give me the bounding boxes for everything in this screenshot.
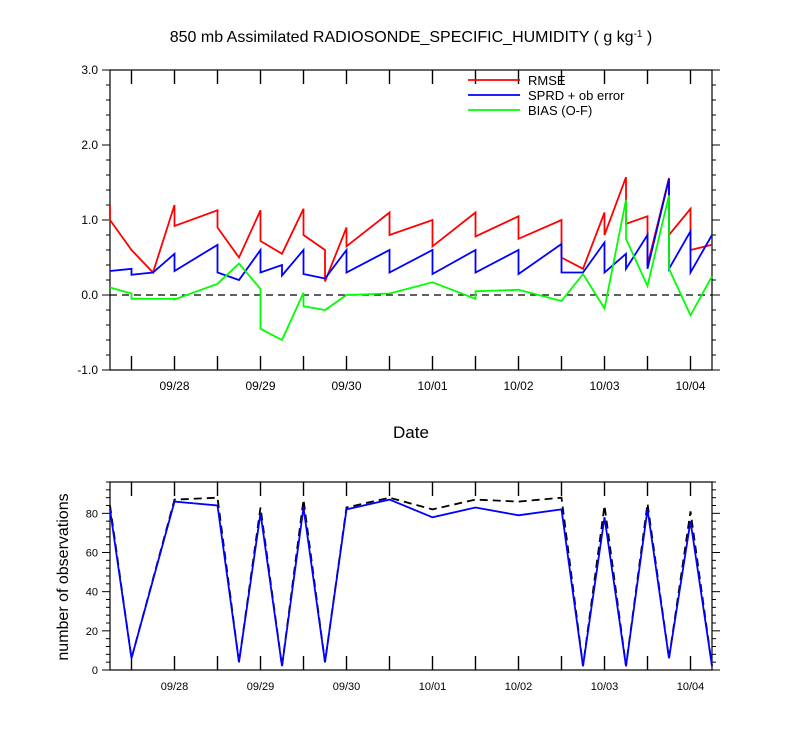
bottom-series-line-assimilated-observations xyxy=(109,498,713,667)
top-y-tick-label: 2.0 xyxy=(81,138,98,152)
bottom-y-tick-label: 20 xyxy=(86,626,98,638)
top-x-tick-label: 10/01 xyxy=(417,379,447,393)
top-x-tick-label: 09/30 xyxy=(331,379,361,393)
chart-title-exponent: -1 xyxy=(634,29,643,40)
top-x-tick-label: 10/03 xyxy=(589,379,619,393)
bottom-x-tick-label: 09/28 xyxy=(161,681,189,693)
legend-label: RMSE xyxy=(528,73,566,88)
bottom-x-tick-label: 10/01 xyxy=(419,681,447,693)
top-x-tick-label: 10/02 xyxy=(503,379,533,393)
bottom-y-tick-label: 40 xyxy=(86,587,98,599)
bottom-y-tick-label: 60 xyxy=(86,548,98,560)
bottom-x-tick-label: 10/04 xyxy=(677,681,705,693)
bottom-y-tick-label: 0 xyxy=(92,665,98,677)
chart-title-main: 850 mb Assimilated RADIOSONDE_SPECIFIC_H… xyxy=(170,29,634,46)
top-x-tick-label: 10/04 xyxy=(675,379,705,393)
legend-label: BIAS (O-F) xyxy=(528,103,592,118)
top-series-line-sprd-ob-error xyxy=(109,178,713,282)
top-y-tick-label: 3.0 xyxy=(81,63,98,77)
top-y-tick-label: -1.0 xyxy=(77,363,98,377)
bottom-x-tick-label: 10/02 xyxy=(505,681,533,693)
bottom-x-tick-label: 09/29 xyxy=(247,681,275,693)
chart-title: 850 mb Assimilated RADIOSONDE_SPECIFIC_H… xyxy=(170,29,653,47)
top-y-tick-label: 0.0 xyxy=(81,288,98,302)
top-series-line-rmse xyxy=(109,176,713,282)
legend-label: SPRD + ob error xyxy=(528,88,625,103)
bottom-y-tick-label: 80 xyxy=(86,508,98,520)
top-y-tick-label: 1.0 xyxy=(81,213,98,227)
bottom-x-tick-label: 10/03 xyxy=(591,681,619,693)
top-x-tick-label: 09/28 xyxy=(159,379,189,393)
top-x-tick-label: 09/29 xyxy=(245,379,275,393)
bottom-y-axis-label: number of observations xyxy=(55,493,72,660)
top-series-line-bias-o-f- xyxy=(109,195,713,342)
bottom-x-tick-label: 09/30 xyxy=(333,681,361,693)
top-x-axis-label: Date xyxy=(393,423,429,442)
chart-title-suffix: ) xyxy=(642,29,652,46)
top-chart: -1.0 0.0 1.0 2.0 3.0 09/28 09/29 09/30 10/01 10/0… xyxy=(77,63,720,393)
bottom-chart: 0 20 40 60 80 09/28 09/29 09/30 10/01 10/02 10/03 1… xyxy=(86,481,720,693)
